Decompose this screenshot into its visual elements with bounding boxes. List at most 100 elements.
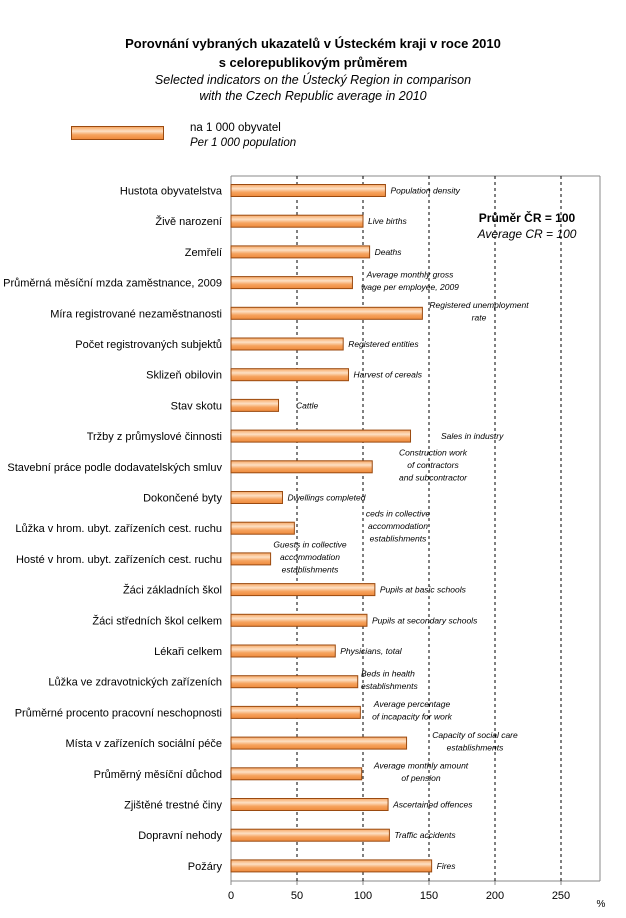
- category-label: Stav skotu: [171, 400, 222, 412]
- chart-title: Porovnání vybraných ukazatelů v Ústeckém…: [125, 36, 501, 51]
- category-label: Žáci základních škol: [123, 584, 222, 597]
- bar: [230, 705, 361, 719]
- x-tick-label: 100: [354, 890, 372, 902]
- bar: [230, 644, 336, 658]
- bar-annotation: Capacity of social care: [432, 730, 518, 740]
- bar-annotation: Sales in industry: [441, 431, 504, 441]
- bar-annotation: accommodation: [280, 552, 340, 562]
- bar: [230, 521, 295, 535]
- category-label: Stavební práce podle dodavatelských smlu…: [7, 462, 222, 474]
- bar: [230, 767, 363, 781]
- bar-annotation: Beds in health: [361, 668, 415, 678]
- bar-annotation: Traffic accidents: [394, 830, 456, 840]
- x-tick-label: 50: [291, 890, 303, 902]
- x-tick-label: 200: [486, 890, 504, 902]
- bar-annotation: Deaths: [375, 247, 403, 257]
- bar: [230, 798, 389, 811]
- bar-annotation: Population density: [390, 186, 460, 196]
- bar-annotation: establishments: [282, 564, 339, 574]
- bar-annotation: Registered unemployment: [429, 300, 529, 310]
- category-label: Zemřelí: [185, 247, 222, 259]
- category-label: Míra registrované nezaměstnanosti: [50, 308, 222, 320]
- category-label: Tržby z průmyslové činnosti: [87, 431, 222, 443]
- bar-annotation: Average monthly amount: [373, 761, 469, 771]
- bar-annotation: ceds in collective: [366, 509, 431, 519]
- category-label: Lékaři celkem: [154, 646, 222, 658]
- bar: [230, 583, 376, 597]
- chart-title-line2: s celorepublikovým průměrem: [218, 55, 408, 70]
- bar-annotation: Live births: [368, 216, 407, 226]
- bar-annotation: Guests in collective: [273, 539, 346, 549]
- legend-label-cz: na 1 000 obyvatel: [190, 122, 281, 134]
- bar: [230, 337, 344, 351]
- category-label: Lůžka v hrom. ubyt. zařízeních cest. ruc…: [15, 523, 222, 535]
- bar: [230, 214, 364, 228]
- category-label: Lůžka ve zdravotnických zařízeních: [48, 677, 222, 689]
- category-label: Požáry: [188, 861, 223, 873]
- chart-subtitle: Selected indicators on the Ústecký Regio…: [154, 73, 472, 87]
- bar-annotation: Average monthly gross: [366, 269, 455, 279]
- legend-text: na 1 000 obyvatel Per 1 000 population: [190, 121, 296, 151]
- legend-swatch: [71, 126, 164, 140]
- category-label: Zjištěné trestné činy: [124, 800, 222, 812]
- bar: [230, 552, 272, 566]
- bar-annotation: Average percentage: [373, 699, 451, 709]
- legend-label-en: Per 1 000 population: [190, 137, 297, 149]
- category-label: Sklizeň obilovin: [146, 370, 222, 382]
- category-label: Dopravní nehody: [138, 830, 222, 842]
- chart-title-block: Porovnání vybraných ukazatelů v Ústeckém…: [0, 34, 626, 104]
- bar-annotation: rate: [472, 313, 487, 323]
- category-label: Hustota obyvatelstva: [120, 186, 223, 198]
- x-tick-label: 150: [420, 890, 438, 902]
- bar: [230, 398, 280, 412]
- category-label: Dokončené byty: [143, 493, 222, 505]
- bar: [230, 245, 371, 259]
- bar: [230, 491, 283, 504]
- bar-annotation: and subcontractor: [399, 472, 468, 482]
- bar: [230, 736, 408, 750]
- bar-annotation: accommodation: [368, 521, 428, 531]
- bar-annotation: wage per employee, 2009: [361, 282, 459, 292]
- bar-annotation: Ascertained offences: [392, 800, 473, 810]
- bar-annotation: establishments: [361, 681, 418, 691]
- bar-annotation: of pension: [401, 773, 440, 783]
- bar: [230, 184, 386, 197]
- bar-annotation: Dwellings completed: [287, 493, 365, 503]
- bar: [230, 368, 349, 382]
- bar-annotation: Pupils at basic schools: [380, 585, 467, 595]
- category-label: Počet registrovaných subjektů: [75, 339, 222, 351]
- bar-annotation: establishments: [370, 534, 427, 544]
- bar-annotation: establishments: [447, 742, 504, 752]
- category-label: Žáci středních škol celkem: [92, 614, 222, 627]
- reference-note-cz: Průměr ČR = 100: [479, 210, 576, 225]
- x-tick-label: 250: [552, 890, 570, 902]
- x-axis-unit-label: %: [597, 899, 606, 910]
- category-label: Průměrná měsíční mzda zaměstnance, 2009: [3, 278, 222, 290]
- bar: [230, 306, 423, 320]
- category-label: Hosté v hrom. ubyt. zařízeních cest. ruc…: [16, 554, 222, 566]
- bar-annotation: Fires: [437, 861, 457, 871]
- bar: [230, 276, 353, 290]
- bar: [230, 675, 359, 689]
- bar: [230, 460, 373, 474]
- bar-annotation: of contractors: [407, 460, 459, 470]
- bar-annotation: Physicians, total: [340, 646, 403, 656]
- bar: [230, 828, 390, 842]
- bar-annotation: Cattle: [296, 400, 318, 410]
- bar: [230, 613, 368, 627]
- bar: [230, 859, 433, 873]
- bar-annotation: Registered entities: [348, 339, 419, 349]
- bar-annotation: Pupils at secondary schools: [372, 615, 478, 625]
- bar-annotation: Construction work: [399, 447, 468, 457]
- bar: [230, 429, 412, 443]
- bar-annotation: Harvest of cereals: [353, 370, 422, 380]
- reference-note-en: Average CR = 100: [477, 227, 577, 241]
- category-label: Živě narození: [155, 215, 222, 228]
- category-label: Průměrné procento pracovní neschopnosti: [15, 707, 222, 719]
- bar-annotation: of incapacity for work: [372, 712, 453, 722]
- x-tick-label: 0: [228, 890, 234, 902]
- chart-subtitle-line2: with the Czech Republic average in 2010: [199, 89, 427, 103]
- category-label: Průměrný měsíční důchod: [94, 769, 222, 781]
- category-label: Místa v zařízeních sociální péče: [65, 738, 222, 750]
